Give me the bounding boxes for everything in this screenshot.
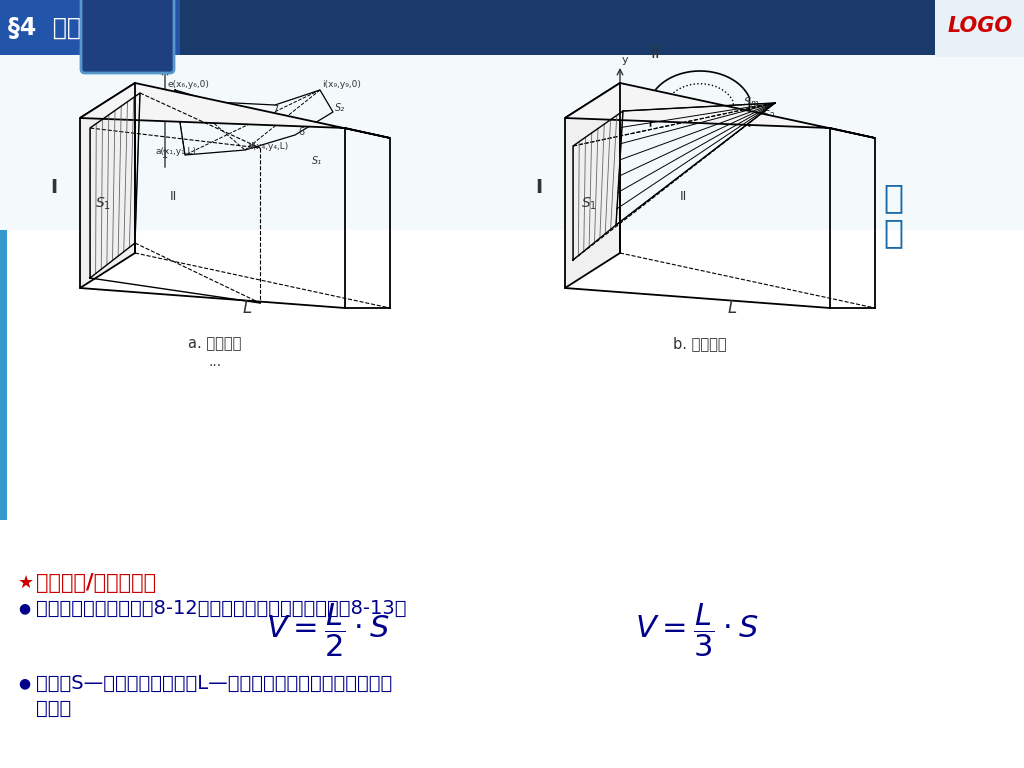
Text: 1: 1: [162, 150, 168, 160]
Text: II: II: [650, 44, 659, 62]
Text: a. 楞形体积: a. 楞形体积: [188, 336, 242, 351]
Text: 间距离: 间距离: [36, 699, 72, 717]
Text: $S_1$: $S_1$: [95, 196, 111, 213]
Text: $S_m$: $S_m$: [743, 95, 759, 109]
Text: ...: ...: [209, 355, 221, 369]
Text: II: II: [170, 190, 177, 203]
Text: S₁: S₁: [312, 156, 323, 166]
Text: $S_2$: $S_2$: [762, 108, 775, 122]
Text: 式中：S—剪面上矿体面积；L—两剪面间距离，或剪面到尖灭点: 式中：S—剪面上矿体面积；L—两剪面间距离，或剪面到尖灭点: [36, 674, 392, 693]
Text: i(x₉,y₉,0): i(x₉,y₉,0): [322, 80, 360, 89]
Text: S₂: S₂: [335, 103, 345, 113]
Polygon shape: [80, 83, 135, 288]
Text: y: y: [167, 55, 174, 65]
Bar: [0, 55, 1024, 230]
Text: $V = \dfrac{L}{2} \cdot S$: $V = \dfrac{L}{2} \cdot S$: [266, 601, 389, 658]
Text: L: L: [243, 299, 252, 317]
Text: I: I: [50, 178, 57, 197]
Text: 当矿体作楞尖灭时（图8-12），当矿体作锥形尖灭时（图8-13）: 当矿体作楞尖灭时（图8-12），当矿体作锥形尖灭时（图8-13）: [36, 598, 407, 617]
Text: 7: 7: [272, 105, 279, 115]
Text: 6: 6: [298, 127, 304, 137]
Text: L: L: [727, 299, 736, 317]
Text: 以: 以: [883, 217, 903, 250]
Text: e(x₆,y₆,0): e(x₆,y₆,0): [167, 80, 209, 89]
Text: $S_1$: $S_1$: [581, 196, 597, 213]
Text: 8: 8: [212, 102, 218, 112]
Bar: [0, 0, 1024, 55]
FancyBboxPatch shape: [81, 0, 174, 73]
Text: ★: ★: [18, 574, 34, 592]
Text: II: II: [165, 44, 175, 62]
Text: $V = \dfrac{L}{3} \cdot S$: $V = \dfrac{L}{3} \cdot S$: [635, 601, 758, 658]
Polygon shape: [565, 83, 620, 288]
Bar: [935, 0, 1024, 57]
Text: LOGO: LOGO: [947, 15, 1013, 35]
Text: II: II: [680, 190, 687, 203]
Text: d(x₄,y₄,L): d(x₄,y₄,L): [247, 142, 288, 151]
Polygon shape: [80, 83, 390, 138]
Text: 楞形公式/锥形公式：: 楞形公式/锥形公式：: [36, 573, 156, 593]
Text: 力: 力: [883, 181, 903, 214]
Text: §4  矿产: §4 矿产: [8, 15, 81, 39]
Text: b. 锥形体积: b. 锥形体积: [673, 336, 727, 351]
Bar: [0, 230, 7, 520]
Text: a(x₁,y₁,L): a(x₁,y₁,L): [155, 147, 196, 156]
Text: ●: ●: [18, 676, 30, 690]
Bar: [0, 0, 180, 55]
Polygon shape: [565, 83, 874, 138]
Text: ●: ●: [18, 601, 30, 615]
Text: y: y: [622, 55, 629, 65]
Text: I: I: [535, 178, 542, 197]
